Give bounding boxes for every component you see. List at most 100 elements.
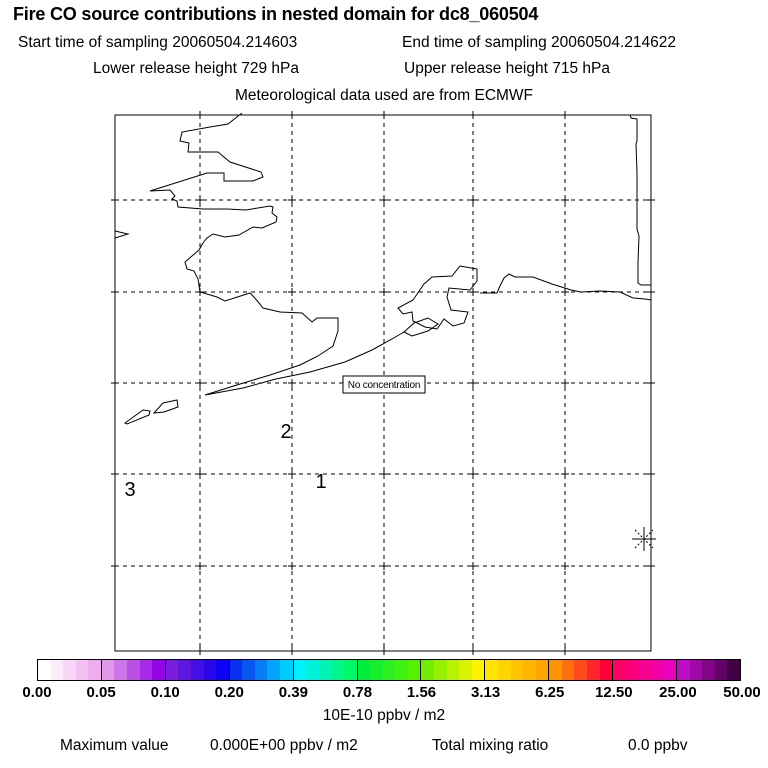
colorbar-tick-label: 0.39 — [278, 684, 308, 701]
colorbar-step — [714, 660, 728, 680]
cluster-label-3: 3 — [124, 479, 135, 501]
maximum-value-label: Maximum value — [60, 737, 169, 754]
colorbar-step — [485, 660, 498, 680]
end-time-label: End time of sampling 20060504.214622 — [402, 34, 677, 51]
start-time-label: Start time of sampling 20060504.214603 — [18, 34, 298, 51]
colorbar-step — [306, 660, 319, 680]
total-mixing-ratio-label: Total mixing ratio — [432, 737, 549, 754]
colorbar-step — [280, 660, 293, 680]
colorbar-step — [727, 660, 740, 680]
colorbar-step — [101, 660, 115, 680]
colorbar-step — [586, 660, 600, 680]
total-mixing-ratio-value: 0.0 ppbv — [628, 737, 688, 754]
coastline-peninsula — [204, 330, 405, 396]
colorbar — [37, 659, 741, 681]
colorbar-tick-label: 12.50 — [595, 684, 633, 701]
colorbar-step — [203, 660, 217, 680]
colorbar-segment-7 — [485, 660, 550, 680]
colorbar-segment-9 — [613, 660, 678, 680]
colorbar-step — [446, 660, 460, 680]
colorbar-step — [535, 660, 549, 680]
colorbar-step — [216, 660, 229, 680]
colorbar-units-label: 10E-10 ppbv / m2 — [322, 707, 446, 724]
colorbar-step — [165, 660, 179, 680]
lower-release-label: Lower release height 729 hPa — [93, 60, 299, 77]
colorbar-step — [677, 660, 690, 680]
colorbar-step — [650, 660, 664, 680]
colorbar-step — [523, 660, 536, 680]
colorbar-step — [88, 660, 101, 680]
colorbar-segment-0 — [38, 660, 102, 680]
colorbar-step — [139, 660, 153, 680]
upper-release-label: Upper release height 715 hPa — [404, 60, 610, 77]
colorbar-step — [127, 660, 140, 680]
colorbar-step — [75, 660, 89, 680]
colorbar-segment-5 — [357, 660, 422, 680]
colorbar-step — [114, 660, 128, 680]
coastline-small-island-a — [124, 409, 151, 425]
colorbar-step — [38, 660, 51, 680]
cluster-label-1: 1 — [315, 471, 326, 493]
colorbar-step — [331, 660, 344, 680]
colorbar-step — [471, 660, 485, 680]
colorbar-step — [663, 660, 677, 680]
colorbar-step — [599, 660, 613, 680]
colorbar-step — [357, 660, 371, 680]
colorbar-step — [370, 660, 383, 680]
cluster-label-2: 2 — [280, 421, 291, 443]
colorbar-step — [625, 660, 639, 680]
coastline-east-coast — [480, 273, 652, 301]
colorbar-step — [510, 660, 524, 680]
colorbar-segment-3 — [229, 660, 294, 680]
page-title: Fire CO source contributions in nested d… — [13, 4, 539, 24]
colorbar-step — [549, 660, 562, 680]
colorbar-step — [50, 660, 64, 680]
colorbar-step — [242, 660, 255, 680]
colorbar-step — [689, 660, 703, 680]
maximum-value: 0.000E+00 ppbv / m2 — [210, 737, 358, 754]
coastline-small-island-b — [152, 399, 179, 414]
coastline-island-chain-sliver — [403, 317, 439, 337]
map-frame — [114, 114, 652, 652]
colorbar-step — [343, 660, 357, 680]
colorbar-step — [63, 660, 76, 680]
colorbar-segment-1 — [101, 660, 166, 680]
colorbar-tick-label: 0.20 — [214, 684, 244, 701]
colorbar-tick-label: 1.56 — [406, 684, 437, 701]
colorbar-step — [497, 660, 511, 680]
colorbar-tick-label: 0.05 — [86, 684, 116, 701]
colorbar-step — [178, 660, 191, 680]
no-concentration-box — [342, 375, 426, 394]
colorbar-tick-label: 25.00 — [659, 684, 697, 701]
colorbar-step — [254, 660, 268, 680]
colorbar-step — [421, 660, 435, 680]
no-concentration-label: No concentration — [348, 380, 420, 391]
coastline-west-mainland — [149, 112, 339, 331]
colorbar-step — [638, 660, 651, 680]
release-marker-asterisk — [634, 529, 654, 549]
colorbar-step — [293, 660, 307, 680]
colorbar-segment-6 — [421, 660, 486, 680]
colorbar-step — [613, 660, 626, 680]
coastline-left-notch — [114, 230, 130, 239]
colorbar-step — [267, 660, 281, 680]
colorbar-step — [229, 660, 243, 680]
colorbar-tick-label: 6.25 — [535, 684, 565, 701]
colorbar-step — [190, 660, 204, 680]
met-data-label: Meteorological data used are from ECMWF — [234, 87, 534, 104]
colorbar-tick-label: 50.00 — [723, 684, 761, 701]
colorbar-segment-2 — [165, 660, 230, 680]
colorbar-step — [152, 660, 165, 680]
colorbar-tick-labels: 0.00 0.05 0.10 0.20 0.39 0.78 1.56 3.13 6.25 12.5… — [0, 684, 768, 702]
colorbar-segment-8 — [549, 660, 614, 680]
colorbar-step — [434, 660, 447, 680]
colorbar-step — [459, 660, 472, 680]
colorbar-step — [407, 660, 421, 680]
colorbar-tick-label: 0.10 — [150, 684, 180, 701]
colorbar-tick-label: 0.00 — [22, 684, 52, 701]
colorbar-tick-label: 3.13 — [471, 684, 501, 701]
colorbar-step — [318, 660, 332, 680]
colorbar-step — [382, 660, 396, 680]
coastline-kodiak-island — [397, 265, 478, 330]
